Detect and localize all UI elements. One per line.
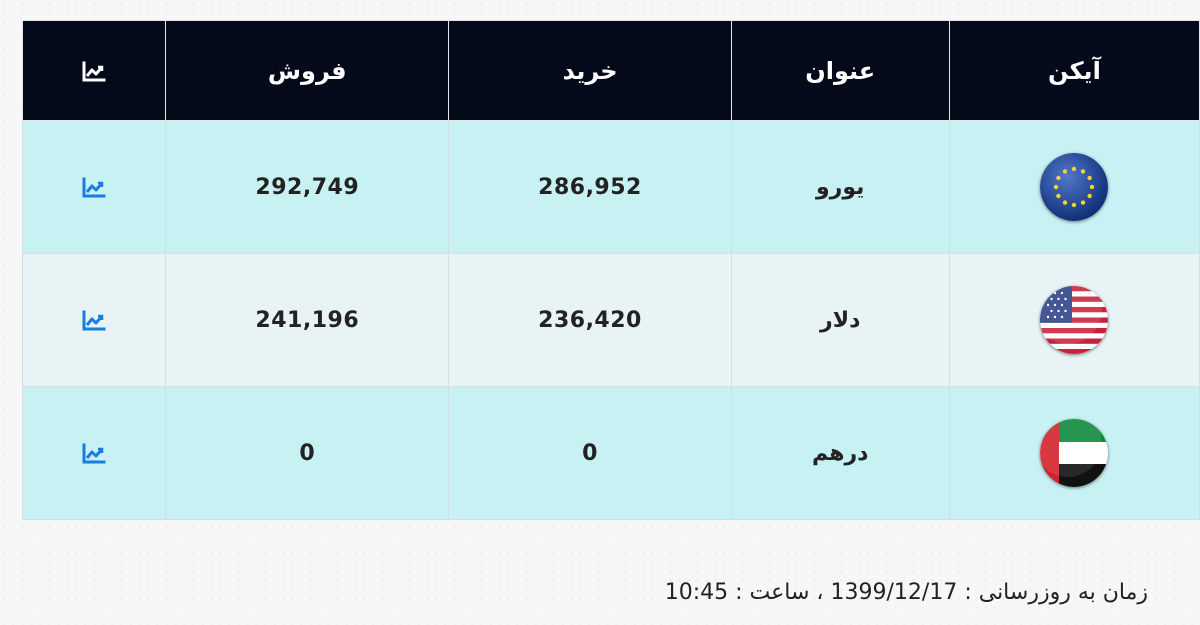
chart-line-icon — [81, 61, 107, 83]
chart-cell[interactable] — [21, 253, 167, 387]
flag-cell — [948, 253, 1200, 387]
header-buy: خرید — [448, 20, 732, 121]
buy-value: 236,420 — [448, 253, 732, 387]
header-sell: فروش — [165, 20, 450, 121]
chart-cell[interactable] — [21, 120, 167, 254]
flag-cell — [948, 120, 1200, 254]
currency-title: درهم — [730, 386, 950, 520]
table-header-row: آیکن عنوان خرید فروش — [21, 20, 1200, 121]
uae-flag-icon — [1040, 419, 1109, 487]
flag-cell — [948, 386, 1200, 520]
table-row-euro: یورو 286,952 292,749 — [21, 120, 1200, 254]
chart-line-icon[interactable] — [81, 310, 107, 332]
sell-value: 292,749 — [165, 120, 450, 254]
eu-flag-icon — [1040, 153, 1109, 221]
table-row-dollar: دلار 236,420 241,196 — [21, 253, 1200, 387]
chart-cell[interactable] — [21, 386, 167, 520]
buy-value: 286,952 — [448, 120, 732, 254]
currency-title: دلار — [730, 253, 950, 387]
header-title: عنوان — [730, 20, 950, 121]
sell-value: 241,196 — [165, 253, 450, 387]
currency-rates-table: آیکن عنوان خرید فروش — [21, 20, 1200, 520]
header-icon: آیکن — [948, 20, 1200, 121]
sell-value: 0 — [165, 386, 450, 520]
last-updated-text: زمان به روزرسانی : 1399/12/17 ، ساعت : 1… — [664, 580, 1148, 605]
chart-line-icon[interactable] — [81, 177, 107, 199]
chart-line-icon[interactable] — [81, 443, 107, 465]
buy-value: 0 — [448, 386, 732, 520]
header-chart — [21, 20, 167, 121]
currency-title: یورو — [730, 120, 950, 254]
table-row-dirham: درهم 0 0 — [21, 386, 1200, 520]
us-flag-icon — [1040, 286, 1109, 354]
